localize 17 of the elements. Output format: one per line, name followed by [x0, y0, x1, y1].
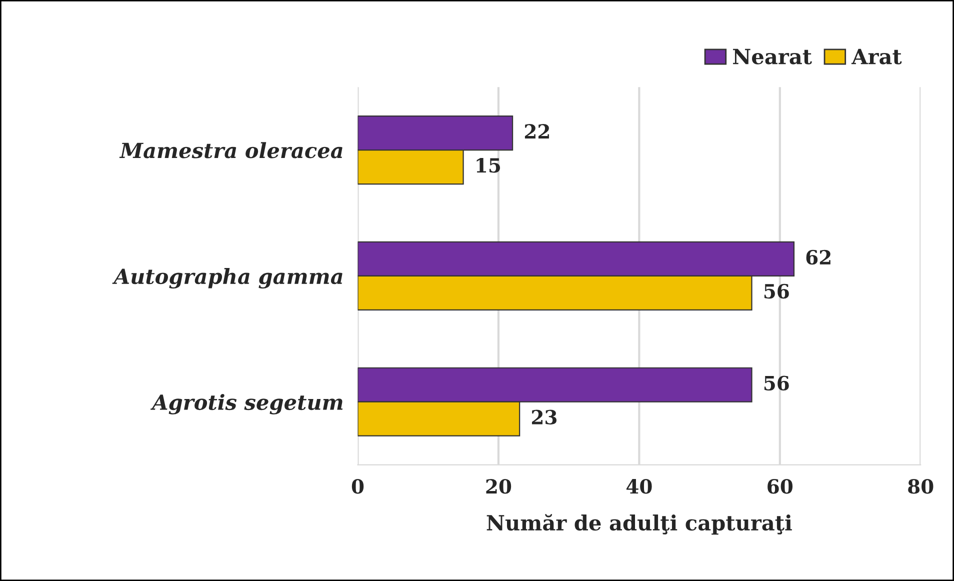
data-label: 15: [476, 158, 500, 173]
x-tick-label: 0: [352, 479, 364, 494]
data-label: 22: [524, 124, 549, 138]
data-label: 62: [806, 250, 830, 265]
x-tick-label: 60: [768, 479, 793, 494]
legend-label: Nearat: [733, 48, 812, 64]
legend-label: Arat: [851, 48, 902, 64]
x-tick-label: 40: [626, 479, 652, 494]
x-axis-title: Număr de adulţi capturaţi: [486, 514, 792, 535]
data-label: 56: [764, 284, 789, 299]
y-tick-label: Autographa gamma: [112, 268, 342, 289]
x-tick-label: 80: [908, 479, 934, 494]
x-tick-label: 20: [486, 479, 512, 494]
data-label: 23: [532, 410, 556, 424]
data-label: 56: [764, 376, 789, 391]
y-tick-label: Agrotis segetum: [150, 394, 343, 414]
y-tick-label: Mamestra oleracea: [119, 142, 342, 158]
